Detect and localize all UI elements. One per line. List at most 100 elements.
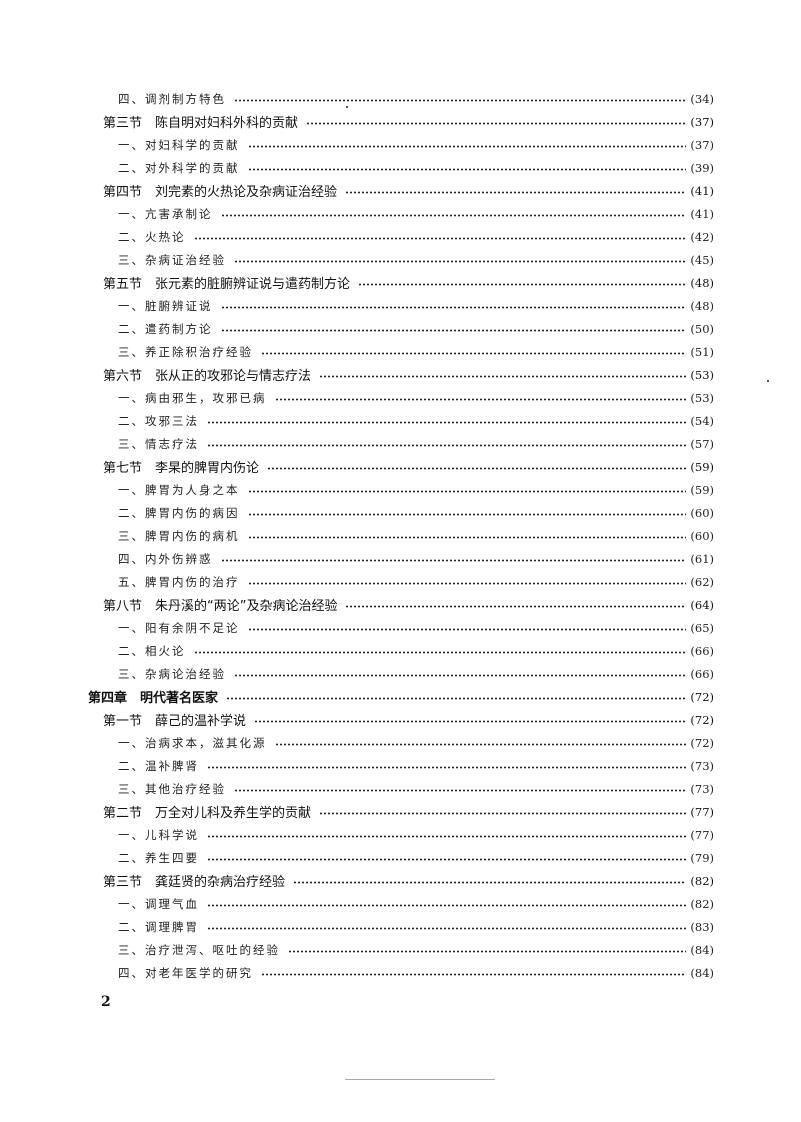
entry-page: (45) [690,252,714,267]
entry-page: (37) [690,114,714,129]
entry-page: (59) [690,459,714,474]
entry-page: (53) [690,390,714,405]
entry-page: (53) [690,367,714,382]
toc-item-entry: 四、调剂制方特色 (34) [88,87,714,110]
entry-title: 一、阳有余阴不足论 [118,620,240,635]
entry-page: (82) [690,873,714,888]
dot-leader [319,811,687,815]
dot-leader [274,742,687,746]
toc-item-entry: 四、内外伤辨惑 (61) [88,547,714,570]
entry-title: 第一节 薛己的温补学说 [103,714,247,729]
entry-page: (48) [690,298,714,313]
dot-leader [267,466,687,470]
toc-item-entry: 一、阳有余阴不足论 (65) [88,616,714,639]
entry-title: 一、脏腑辨证说 [118,298,213,313]
entry-page: (60) [690,505,714,520]
entry-page: (73) [690,781,714,796]
dot-leader [234,259,687,263]
toc-item-entry: 二、攻邪三法 (54) [88,409,714,432]
dot-leader [207,903,687,907]
entry-title: 一、治病求本，滋其化源 [118,735,267,750]
entry-page: (66) [690,643,714,658]
dot-leader [207,857,687,861]
dot-leader [247,581,687,585]
entry-page: (48) [690,275,714,290]
dot-leader [345,190,687,194]
entry-title: 二、相火论 [118,643,186,658]
toc-section-entry: 第八节 朱丹溪的“两论”及杂病论治经验 (64) [88,593,714,616]
dot-leader [220,328,687,332]
dot-leader [345,604,687,608]
dot-leader [207,443,687,447]
dot-leader [254,719,687,723]
entry-title: 一、亢害承制论 [118,206,213,221]
entry-title: 四、内外伤辨惑 [118,551,213,566]
toc-item-entry: 二、养生四要 (79) [88,846,714,869]
entry-page: (51) [690,344,714,359]
dot-leader [234,788,687,792]
entry-page: (50) [690,321,714,336]
entry-page: (61) [690,551,714,566]
toc-section-entry: 第六节 张从正的攻邪论与情志疗法 (53) [88,363,714,386]
entry-title: 三、养正除积治疗经验 [118,344,253,359]
scan-speck [345,1079,495,1080]
entry-page: (83) [690,919,714,934]
entry-title: 二、遣药制方论 [118,321,213,336]
toc-item-entry: 三、其他治疗经验 (73) [88,777,714,800]
dot-leader [220,558,687,562]
entry-page: (62) [690,574,714,589]
entry-page: (37) [690,137,714,152]
entry-page: (73) [690,758,714,773]
dot-leader [234,98,687,102]
dot-leader [261,972,687,976]
toc-section-entry: 第一节 薛己的温补学说 (72) [88,708,714,731]
toc-item-entry: 二、脾胃内伤的病因 (60) [88,501,714,524]
entry-page: (39) [690,160,714,175]
entry-title: 二、攻邪三法 [118,413,199,428]
entry-title: 四、对老年医学的研究 [118,965,253,980]
entry-title: 三、治疗泄泻、呕吐的经验 [118,942,280,957]
toc-section-entry: 第七节 李杲的脾胃内伤论 (59) [88,455,714,478]
toc-item-entry: 二、对外科学的贡献 (39) [88,156,714,179]
dot-leader [247,535,687,539]
entry-page: (41) [690,183,714,198]
entry-title: 三、脾胃内伤的病机 [118,528,240,543]
dot-leader [207,926,687,930]
dot-leader [261,351,687,355]
toc-section-entry: 第五节 张元素的脏腑辨证说与遣药制方论 (48) [88,271,714,294]
entry-title: 二、脾胃内伤的病因 [118,505,240,520]
toc-item-entry: 二、温补脾肾 (73) [88,754,714,777]
dot-leader [220,213,687,217]
toc-item-entry: 三、杂病证治经验 (45) [88,248,714,271]
dot-leader [288,949,687,953]
toc-item-entry: 一、儿科学说 (77) [88,823,714,846]
entry-page: (54) [690,413,714,428]
toc-chapter-entry: 第四章 明代著名医家 (72) [88,685,714,708]
entry-title: 一、调理气血 [118,896,199,911]
toc-item-entry: 五、脾胃内伤的治疗 (62) [88,570,714,593]
entry-page: (59) [690,482,714,497]
entry-page: (72) [690,735,714,750]
toc-item-entry: 四、对老年医学的研究 (84) [88,961,714,984]
entry-page: (77) [690,804,714,819]
toc-item-entry: 二、相火论 (66) [88,639,714,662]
entry-title: 一、对妇科学的贡献 [118,137,240,152]
dot-leader [193,650,687,654]
dot-leader [358,282,687,286]
entry-page: (65) [690,620,714,635]
entry-page: (34) [690,91,714,106]
dot-leader [247,512,687,516]
toc-item-entry: 一、病由邪生，攻邪已病 (53) [88,386,714,409]
dot-leader [226,696,687,700]
entry-title: 第三节 龚廷贤的杂病治疗经验 [103,875,286,890]
entry-title: 二、调理脾胃 [118,919,199,934]
toc-section-entry: 第三节 龚廷贤的杂病治疗经验 (82) [88,869,714,892]
dot-leader [319,374,687,378]
entry-title: 第四节 刘完素的火热论及杂病证治经验 [103,185,338,200]
entry-title: 二、火热论 [118,229,186,244]
entry-title: 第七节 李杲的脾胃内伤论 [103,461,260,476]
entry-page: (60) [690,528,714,543]
entry-page: (72) [690,712,714,727]
dot-leader [207,420,687,424]
entry-title: 第五节 张元素的脏腑辨证说与遣药制方论 [103,277,351,292]
